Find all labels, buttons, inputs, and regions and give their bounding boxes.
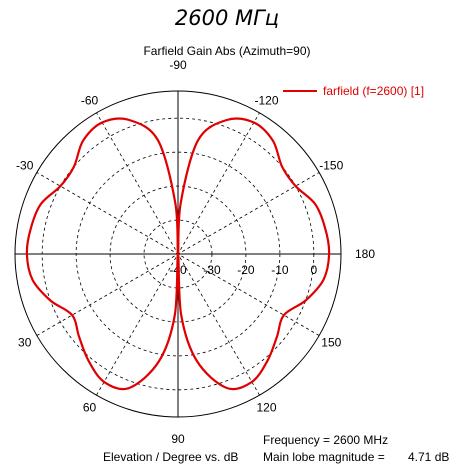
legend-label: farfield (f=2600) [1] [323, 84, 424, 98]
chart-title: Farfield Gain Abs (Azimuth=90) [143, 44, 311, 58]
radial-tick-label: -20 [237, 263, 255, 277]
radial-tick-label: 0 [310, 263, 317, 277]
legend: farfield (f=2600) [1] [283, 84, 424, 98]
radial-tick-label: -10 [271, 263, 289, 277]
angle-tick-label: -60 [81, 94, 99, 108]
frequency-readout: Frequency = 2600 MHz [263, 433, 389, 447]
tick-labels: -90-120-1501801501209060300-30-60-40-30-… [16, 58, 375, 446]
angle-tick-label: -30 [16, 159, 34, 173]
angle-tick-label: 150 [321, 336, 341, 350]
angle-tick-label: 60 [83, 400, 97, 414]
angle-tick-label: -150 [319, 159, 343, 173]
angle-tick-label: 30 [18, 336, 32, 350]
angle-tick-label: -90 [169, 58, 187, 72]
page-title: 2600 МГц [174, 6, 280, 30]
angle-tick-label: 120 [256, 400, 276, 414]
angle-tick-label: 90 [171, 432, 185, 446]
series-line [25, 117, 331, 391]
angle-tick-label: 180 [355, 247, 375, 261]
main-lobe-label: Main lobe magnitude = [263, 450, 385, 464]
axis-caption: Elevation / Degree vs. dB [103, 450, 239, 464]
radial-tick-label: -30 [203, 263, 221, 277]
angle-tick-label: -120 [254, 94, 278, 108]
series-layer [25, 117, 331, 391]
main-lobe-value: 4.71 dB [408, 450, 450, 464]
